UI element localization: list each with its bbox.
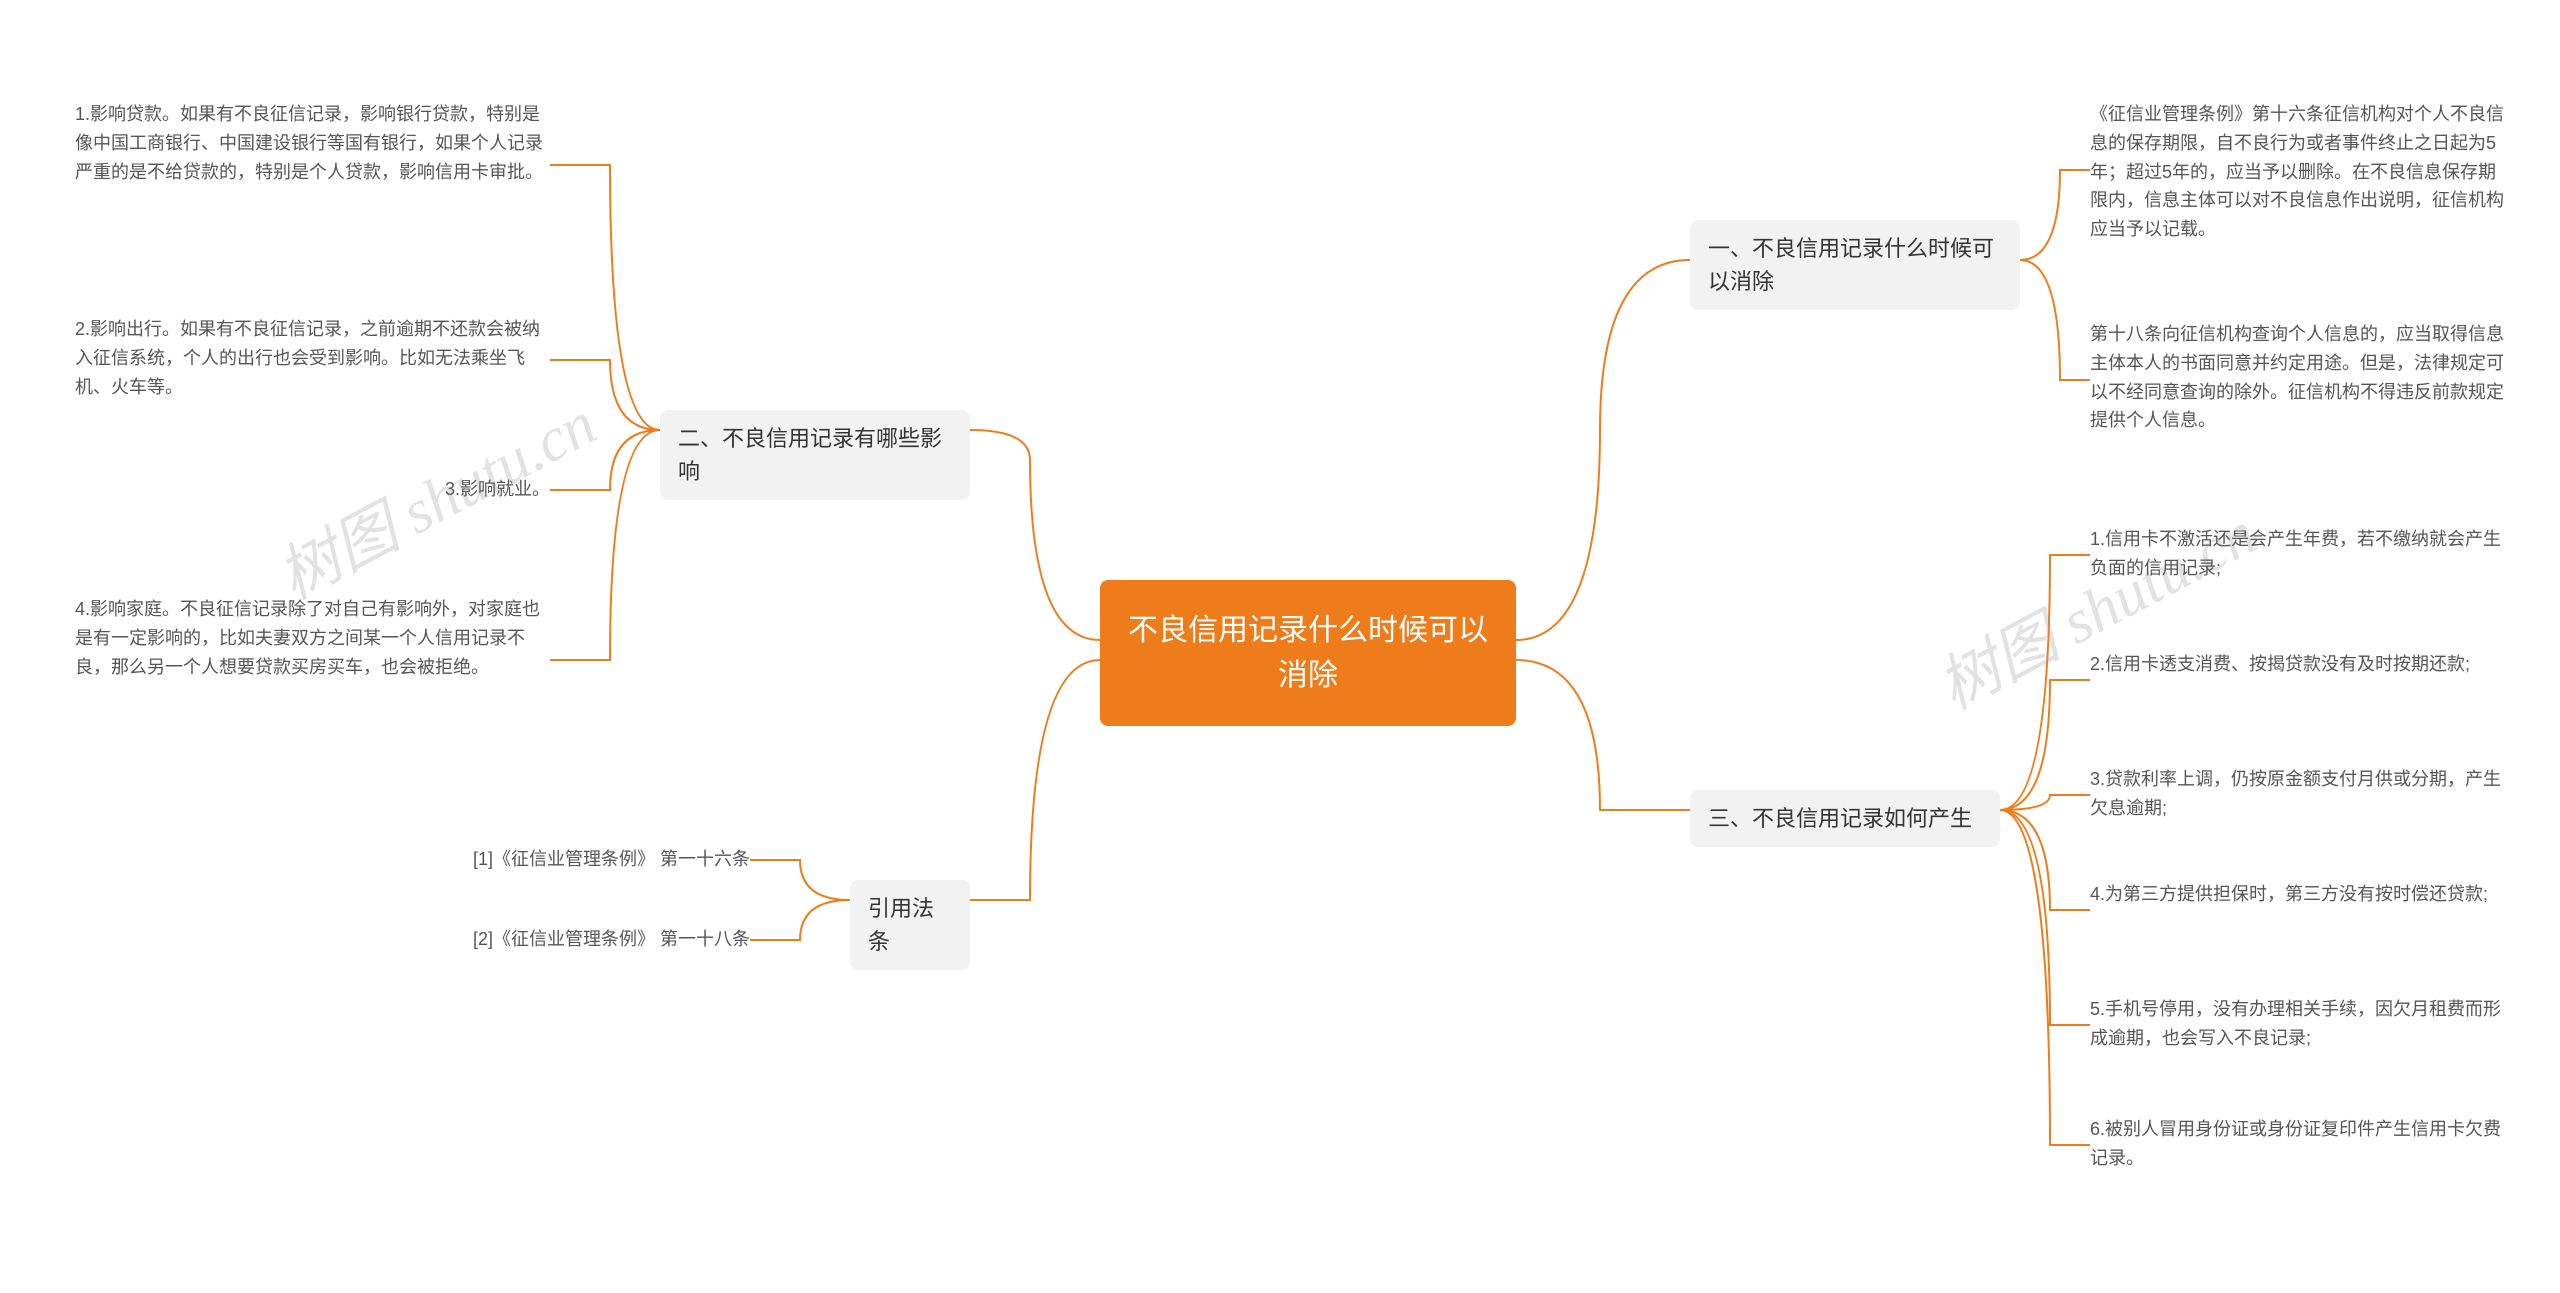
- leaf-r2-4: 4.为第三方提供担保时，第三方没有按时偿还贷款;: [2090, 880, 2510, 909]
- leaf-r1-2: 第十八条向征信机构查询个人信息的，应当取得信息主体本人的书面同意并约定用途。但是…: [2090, 320, 2510, 435]
- leaf-l1-2: 2.影响出行。如果有不良征信记录，之前逾期不还款会被纳入征信系统，个人的出行也会…: [75, 315, 550, 401]
- leaf-l2-1: [1]《征信业管理条例》 第一十六条: [420, 845, 750, 874]
- leaf-l2-2: [2]《征信业管理条例》 第一十八条: [420, 925, 750, 954]
- branch-left-2: 引用法条: [850, 880, 970, 970]
- branch-left-1: 二、不良信用记录有哪些影响: [660, 410, 970, 500]
- mindmap-root: 不良信用记录什么时候可以消除: [1100, 580, 1516, 726]
- leaf-r1-1: 《征信业管理条例》第十六条征信机构对个人不良信息的保存期限，自不良行为或者事件终…: [2090, 100, 2510, 244]
- leaf-l1-4: 4.影响家庭。不良征信记录除了对自己有影响外，对家庭也是有一定影响的，比如夫妻双…: [75, 595, 550, 681]
- branch-right-2: 三、不良信用记录如何产生: [1690, 790, 2000, 847]
- leaf-r2-5: 5.手机号停用，没有办理相关手续，因欠月租费而形成逾期，也会写入不良记录;: [2090, 995, 2510, 1053]
- leaf-r2-2: 2.信用卡透支消费、按揭贷款没有及时按期还款;: [2090, 650, 2510, 679]
- branch-right-1: 一、不良信用记录什么时候可以消除: [1690, 220, 2020, 310]
- leaf-r2-6: 6.被别人冒用身份证或身份证复印件产生信用卡欠费记录。: [2090, 1115, 2510, 1173]
- leaf-l1-3: 3.影响就业。: [430, 475, 550, 504]
- watermark: 树图 shutu.cn: [1919, 484, 2268, 727]
- leaf-l1-1: 1.影响贷款。如果有不良征信记录，影响银行贷款，特别是像中国工商银行、中国建设银…: [75, 100, 550, 186]
- leaf-r2-3: 3.贷款利率上调，仍按原金额支付月供或分期，产生欠息逾期;: [2090, 765, 2510, 823]
- leaf-r2-1: 1.信用卡不激活还是会产生年费，若不缴纳就会产生负面的信用记录;: [2090, 525, 2510, 583]
